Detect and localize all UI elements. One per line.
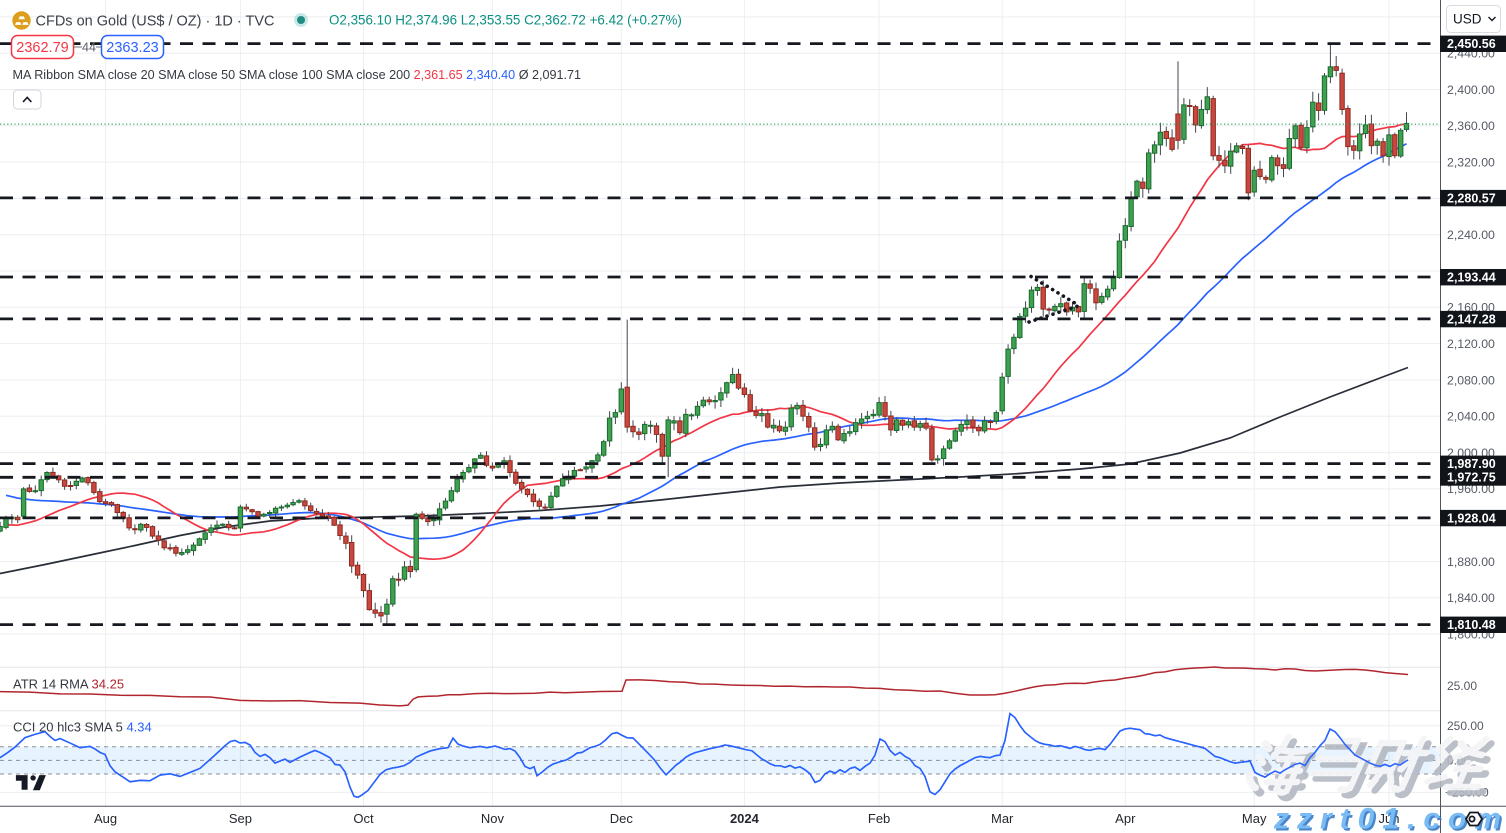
svg-text:Apr: Apr	[1115, 811, 1136, 826]
svg-text:2363.23: 2363.23	[106, 40, 158, 56]
svg-text:MA Ribbon SMA close 20 SMA clo: MA Ribbon SMA close 20 SMA close 50 SMA …	[13, 68, 582, 82]
svg-text:2,450.56: 2,450.56	[1447, 37, 1496, 51]
svg-text:Oct: Oct	[353, 811, 374, 826]
svg-text:2,280.57: 2,280.57	[1447, 191, 1496, 205]
svg-text:25.00: 25.00	[1447, 679, 1477, 693]
svg-text:2,240.00: 2,240.00	[1447, 228, 1495, 242]
svg-text:2024: 2024	[730, 811, 760, 826]
svg-text:2,400.00: 2,400.00	[1447, 83, 1495, 97]
svg-text:1,928.04: 1,928.04	[1447, 511, 1496, 525]
svg-text:1,960.00: 1,960.00	[1447, 482, 1495, 496]
svg-text:USD: USD	[1453, 12, 1482, 27]
svg-text:Mar: Mar	[991, 811, 1014, 826]
svg-text:Aug: Aug	[94, 811, 117, 826]
svg-text:44: 44	[82, 41, 96, 55]
svg-text:2,320.00: 2,320.00	[1447, 155, 1495, 169]
svg-text:CFDs on Gold (US$ / OZ) · 1D ·: CFDs on Gold (US$ / OZ) · 1D · TVC	[36, 14, 275, 30]
svg-text:250.00: 250.00	[1447, 719, 1484, 733]
svg-text:Feb: Feb	[868, 811, 890, 826]
svg-text:Jun: Jun	[1379, 811, 1400, 826]
svg-text:1,987.90: 1,987.90	[1447, 457, 1496, 471]
svg-text:Sep: Sep	[229, 811, 252, 826]
svg-text:CCI 20 hlc3 SMA 5 4.34: CCI 20 hlc3 SMA 5 4.34	[13, 720, 152, 735]
svg-text:zzrt01.com: zzrt01.com	[1273, 803, 1506, 833]
svg-text:1,972.75: 1,972.75	[1447, 471, 1496, 485]
svg-text:ATR 14 RMA 34.25: ATR 14 RMA 34.25	[13, 677, 124, 692]
svg-text:Nov: Nov	[481, 811, 505, 826]
svg-text:Dec: Dec	[610, 811, 634, 826]
svg-text:2,080.00: 2,080.00	[1447, 373, 1495, 387]
svg-text:2362.79: 2362.79	[16, 40, 68, 56]
svg-text:2,193.44: 2,193.44	[1447, 270, 1496, 284]
svg-text:2,147.28: 2,147.28	[1447, 312, 1496, 326]
svg-text:2,360.00: 2,360.00	[1447, 119, 1495, 133]
svg-text:1,840.00: 1,840.00	[1447, 591, 1495, 605]
svg-text:1,880.00: 1,880.00	[1447, 555, 1495, 569]
svg-text:O2,356.10 H2,374.96 L2,353.55: O2,356.10 H2,374.96 L2,353.55 C2,362.72 …	[329, 13, 682, 28]
svg-text:2,120.00: 2,120.00	[1447, 337, 1495, 351]
svg-text:zzrt01.com: zzrt01.com	[1275, 805, 1506, 833]
svg-text:1,810.48: 1,810.48	[1447, 618, 1496, 632]
svg-text:2,040.00: 2,040.00	[1447, 410, 1495, 424]
svg-text:May: May	[1242, 811, 1267, 826]
